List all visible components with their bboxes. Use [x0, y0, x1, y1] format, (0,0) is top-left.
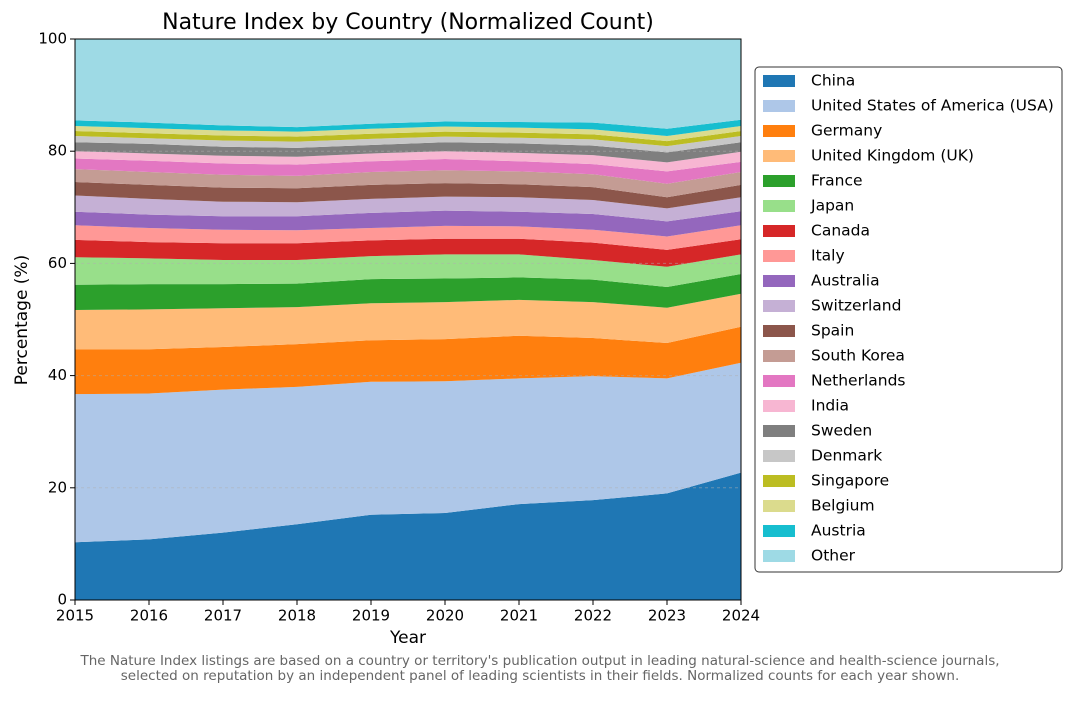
legend-label: Canada [811, 222, 870, 240]
legend-label: Austria [811, 522, 866, 540]
legend-label: Singapore [811, 472, 889, 490]
footnote: selected on reputation by an independent… [121, 668, 959, 684]
x-axis-label: Year [389, 628, 426, 648]
y-tick-label: 40 [48, 366, 67, 384]
legend-label: Japan [810, 197, 854, 215]
legend-swatch [763, 225, 795, 237]
legend-swatch [763, 450, 795, 462]
legend-swatch [763, 400, 795, 412]
area [75, 119, 741, 137]
area [75, 254, 741, 287]
legend-label: Spain [811, 322, 854, 340]
area [75, 136, 741, 153]
area [75, 293, 741, 350]
area [75, 131, 741, 147]
legend-label: Italy [811, 247, 845, 265]
y-tick-label: 60 [48, 254, 67, 272]
legend-swatch [763, 475, 795, 487]
area [75, 169, 741, 198]
legend-label: United Kingdom (UK) [811, 147, 974, 165]
legend-label: France [811, 172, 863, 190]
legend-label: Australia [811, 272, 880, 290]
area [75, 472, 741, 600]
y-tick-label: 100 [38, 30, 67, 48]
chart-title: Nature Index by Country (Normalized Coun… [162, 10, 654, 35]
y-tick-label: 0 [57, 591, 67, 609]
area [75, 238, 741, 267]
area [75, 195, 741, 222]
legend-label: Netherlands [811, 372, 905, 390]
legend-label: Denmark [811, 447, 882, 465]
x-tick-label: 2015 [56, 607, 94, 625]
legend-swatch [763, 550, 795, 562]
y-tick-label: 20 [48, 478, 67, 496]
legend-label: South Korea [811, 347, 905, 365]
legend-label: Switzerland [811, 297, 901, 315]
x-tick-label: 2020 [426, 607, 464, 625]
y-axis-label: Percentage (%) [12, 255, 32, 385]
legend-swatch [763, 500, 795, 512]
legend-swatch [763, 100, 795, 112]
legend-swatch [763, 350, 795, 362]
legend-swatch [763, 275, 795, 287]
x-tick-label: 2021 [500, 607, 538, 625]
x-tick-label: 2016 [130, 607, 168, 625]
x-tick-label: 2019 [352, 607, 390, 625]
legend-label: Sweden [811, 422, 872, 440]
x-tick-label: 2023 [648, 607, 686, 625]
plot-frame [74, 38, 742, 601]
legend-swatch [763, 425, 795, 437]
legend-swatch [763, 300, 795, 312]
legend-swatch [763, 75, 795, 87]
x-tick-label: 2024 [722, 607, 760, 625]
legend-swatch [763, 175, 795, 187]
legend-label: China [811, 72, 855, 90]
area [75, 225, 741, 250]
legend-swatch [763, 125, 795, 137]
legend-swatch [763, 250, 795, 262]
legend-swatch [763, 150, 795, 162]
footnote: The Nature Index listings are based on a… [79, 653, 999, 669]
area [75, 158, 741, 184]
legend-label: India [811, 397, 849, 415]
area [75, 210, 741, 237]
area [75, 39, 741, 129]
area [75, 182, 741, 209]
area [75, 125, 741, 142]
area [75, 362, 741, 543]
legend-label: Belgium [811, 497, 875, 515]
x-tick-label: 2018 [278, 607, 316, 625]
y-tick-label: 80 [48, 142, 67, 160]
x-tick-label: 2022 [574, 607, 612, 625]
area [75, 151, 741, 172]
legend-swatch [763, 375, 795, 387]
area [75, 142, 741, 163]
legend-label: United States of America (USA) [811, 97, 1054, 115]
area [75, 326, 741, 395]
legend-box [754, 66, 1063, 573]
legend-swatch [763, 525, 795, 537]
legend-label: Germany [811, 122, 882, 140]
area [75, 274, 741, 310]
x-tick-label: 2017 [204, 607, 242, 625]
legend-swatch [763, 325, 795, 337]
legend-label: Other [811, 547, 856, 565]
legend-swatch [763, 200, 795, 212]
